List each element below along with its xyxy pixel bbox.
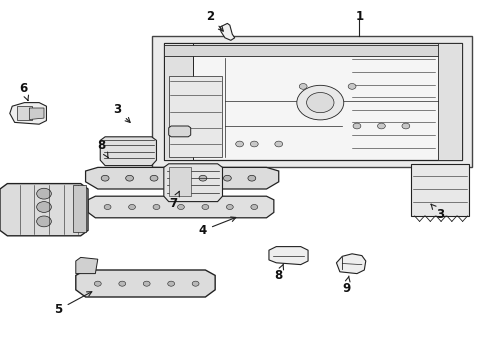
Circle shape xyxy=(94,281,101,286)
Circle shape xyxy=(192,281,199,286)
Circle shape xyxy=(306,93,333,113)
Circle shape xyxy=(235,141,243,147)
Polygon shape xyxy=(437,43,461,160)
Circle shape xyxy=(247,175,255,181)
Polygon shape xyxy=(410,164,468,216)
Polygon shape xyxy=(10,103,46,124)
Text: 7: 7 xyxy=(169,191,179,210)
Polygon shape xyxy=(168,76,222,157)
Polygon shape xyxy=(163,43,461,160)
Text: 8: 8 xyxy=(97,139,108,158)
Circle shape xyxy=(274,141,282,147)
Circle shape xyxy=(226,204,233,210)
Circle shape xyxy=(37,216,51,227)
Text: 2: 2 xyxy=(206,10,223,31)
Circle shape xyxy=(223,175,231,181)
Text: 3: 3 xyxy=(113,103,130,122)
Polygon shape xyxy=(163,43,193,160)
Circle shape xyxy=(143,281,150,286)
Circle shape xyxy=(352,123,360,129)
Polygon shape xyxy=(0,184,88,236)
Circle shape xyxy=(101,175,109,181)
Circle shape xyxy=(347,84,355,89)
Text: 3: 3 xyxy=(430,204,443,221)
Polygon shape xyxy=(336,254,365,274)
Polygon shape xyxy=(17,106,32,120)
Circle shape xyxy=(119,281,125,286)
Polygon shape xyxy=(100,137,156,166)
Text: 6: 6 xyxy=(20,82,28,100)
Circle shape xyxy=(250,204,257,210)
Circle shape xyxy=(202,204,208,210)
Circle shape xyxy=(125,175,133,181)
Circle shape xyxy=(167,281,174,286)
Circle shape xyxy=(37,202,51,212)
Text: 8: 8 xyxy=(274,264,283,282)
Polygon shape xyxy=(151,36,471,167)
Circle shape xyxy=(177,204,184,210)
Polygon shape xyxy=(163,45,461,56)
Circle shape xyxy=(37,188,51,199)
Polygon shape xyxy=(85,167,278,189)
Circle shape xyxy=(174,175,182,181)
Polygon shape xyxy=(163,164,222,202)
Circle shape xyxy=(199,175,206,181)
Circle shape xyxy=(153,204,160,210)
Text: 4: 4 xyxy=(199,217,235,237)
Circle shape xyxy=(128,204,135,210)
Polygon shape xyxy=(29,108,44,120)
Circle shape xyxy=(250,141,258,147)
Polygon shape xyxy=(88,196,273,218)
Circle shape xyxy=(377,123,385,129)
Polygon shape xyxy=(76,257,98,274)
Polygon shape xyxy=(76,270,215,297)
Circle shape xyxy=(296,85,343,120)
Text: 9: 9 xyxy=(342,276,349,294)
Polygon shape xyxy=(73,185,85,232)
Polygon shape xyxy=(168,126,190,137)
Circle shape xyxy=(104,204,111,210)
Circle shape xyxy=(150,175,158,181)
Text: 5: 5 xyxy=(55,292,92,316)
Polygon shape xyxy=(220,23,234,40)
Circle shape xyxy=(299,84,306,89)
Polygon shape xyxy=(268,247,307,265)
Text: 1: 1 xyxy=(355,10,363,23)
Polygon shape xyxy=(168,167,190,196)
Circle shape xyxy=(401,123,409,129)
